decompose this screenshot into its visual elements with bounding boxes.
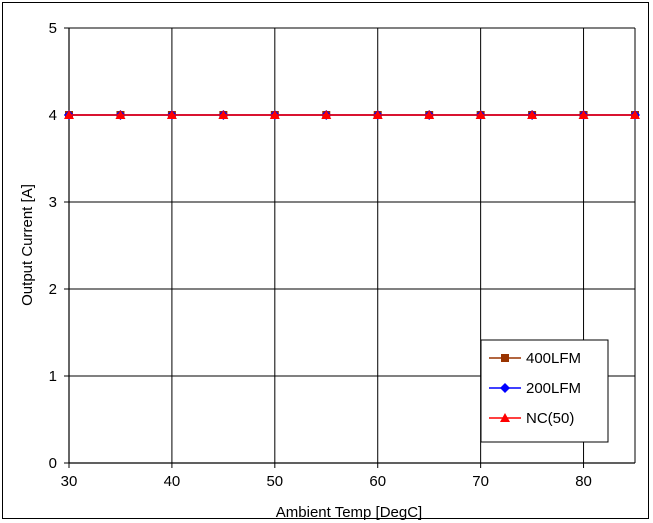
data-point	[269, 110, 280, 119]
y-tick-label: 2	[49, 281, 57, 298]
legend-marker	[500, 413, 510, 422]
legend-label: 200LFM	[526, 380, 581, 397]
data-point	[475, 110, 486, 119]
data-point	[321, 110, 332, 119]
data-point	[115, 110, 126, 119]
legend-item: 400LFM	[489, 350, 581, 367]
series-group	[64, 110, 640, 120]
data-point	[218, 110, 229, 119]
legend-marker	[500, 383, 510, 393]
y-axis-title: Output Current [A]	[19, 184, 36, 306]
x-axis-title: Ambient Temp [DegC]	[276, 504, 422, 521]
y-tick-label: 0	[49, 455, 57, 472]
legend-marker	[501, 354, 509, 362]
y-tick-label: 4	[49, 107, 57, 124]
x-tick-label: 30	[61, 473, 78, 490]
data-point	[578, 110, 589, 119]
x-tick-label: 80	[575, 473, 592, 490]
data-point	[630, 110, 640, 119]
y-tick-label: 5	[49, 20, 57, 37]
data-point	[527, 110, 538, 119]
x-tick-label: 60	[369, 473, 386, 490]
tick-labels: 0 1 2 3 4 5 30 40 50 60 70 80	[49, 20, 592, 490]
x-tick-label: 40	[164, 473, 181, 490]
axes	[64, 27, 635, 468]
legend: 400LFM 200LFM NC(50)	[480, 339, 609, 443]
data-point	[166, 110, 177, 119]
legend-item: NC(50)	[489, 410, 574, 427]
y-tick-label: 3	[49, 194, 57, 211]
series-NC(50)	[64, 110, 640, 119]
data-point	[372, 110, 383, 119]
data-point	[424, 110, 435, 119]
y-tick-label: 1	[49, 368, 57, 385]
x-tick-label: 50	[266, 473, 283, 490]
legend-label: 400LFM	[526, 350, 581, 367]
data-point	[64, 110, 74, 119]
legend-label: NC(50)	[526, 410, 574, 427]
legend-item: 200LFM	[489, 380, 581, 397]
x-tick-label: 70	[472, 473, 489, 490]
